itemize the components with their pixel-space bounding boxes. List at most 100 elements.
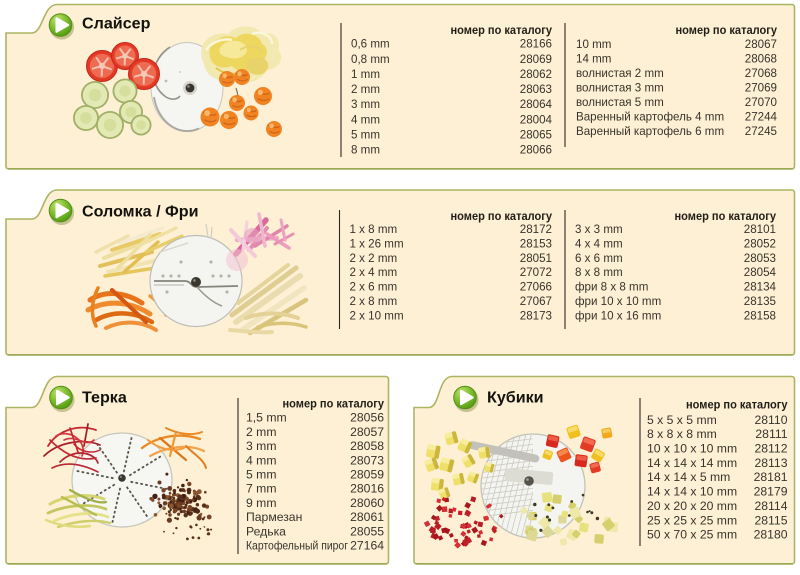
svg-text:волнистая 3 mm: волнистая 3 mm bbox=[576, 82, 664, 95]
svg-text:4 mm: 4 mm bbox=[351, 113, 380, 126]
svg-text:3 x 3 mm: 3 x 3 mm bbox=[575, 223, 623, 236]
svg-text:1,5 mm: 1,5 mm bbox=[246, 411, 287, 425]
svg-text:28179: 28179 bbox=[754, 485, 788, 499]
svg-text:28110: 28110 bbox=[755, 413, 788, 427]
svg-text:27245: 27245 bbox=[745, 125, 777, 138]
svg-text:28180: 28180 bbox=[754, 528, 788, 542]
svg-text:номер по каталогу: номер по каталогу bbox=[686, 398, 788, 412]
svg-text:28113: 28113 bbox=[755, 456, 788, 470]
svg-text:27164: 27164 bbox=[350, 539, 384, 553]
svg-text:волнистая 5 mm: волнистая 5 mm bbox=[576, 96, 664, 109]
svg-text:28111: 28111 bbox=[755, 427, 787, 441]
svg-text:28112: 28112 bbox=[755, 442, 788, 456]
svg-text:2 mm: 2 mm bbox=[351, 83, 380, 96]
svg-text:28067: 28067 bbox=[745, 38, 777, 51]
svg-text:28069: 28069 bbox=[520, 53, 552, 66]
svg-text:28181: 28181 bbox=[754, 470, 788, 484]
svg-text:28063: 28063 bbox=[520, 83, 552, 96]
svg-text:28115: 28115 bbox=[755, 513, 788, 527]
svg-text:Варенный картофель 6 mm: Варенный картофель 6 mm bbox=[576, 125, 724, 138]
svg-text:10 x 10 x 10 mm: 10 x 10 x 10 mm bbox=[647, 442, 737, 456]
svg-text:28073: 28073 bbox=[350, 453, 384, 467]
svg-text:27068: 27068 bbox=[745, 67, 777, 80]
svg-text:Пармезан: Пармезан bbox=[246, 510, 302, 524]
svg-text:2 x 2 mm: 2 x 2 mm bbox=[350, 252, 398, 265]
svg-text:6 x 6 mm: 6 x 6 mm bbox=[575, 252, 623, 265]
svg-text:2 x 6 mm: 2 x 6 mm bbox=[350, 281, 398, 294]
svg-text:28055: 28055 bbox=[350, 524, 384, 538]
svg-text:Соломка / Фри: Соломка / Фри bbox=[82, 203, 198, 221]
svg-text:28114: 28114 bbox=[755, 499, 788, 513]
svg-text:28058: 28058 bbox=[350, 439, 384, 453]
svg-text:28053: 28053 bbox=[744, 252, 776, 265]
svg-text:9 mm: 9 mm bbox=[246, 496, 276, 510]
svg-text:27066: 27066 bbox=[520, 281, 552, 294]
svg-text:Редька: Редька bbox=[246, 524, 286, 538]
svg-text:20 x 20 x 20 mm: 20 x 20 x 20 mm bbox=[647, 499, 737, 513]
svg-text:28016: 28016 bbox=[350, 482, 384, 496]
svg-text:8 x 8 x 8 mm: 8 x 8 x 8 mm bbox=[647, 427, 717, 441]
svg-text:номер по каталогу: номер по каталогу bbox=[451, 23, 553, 37]
svg-text:фри 10 x 16 mm: фри 10 x 16 mm bbox=[575, 309, 661, 322]
svg-text:28101: 28101 bbox=[744, 223, 776, 236]
svg-text:28172: 28172 bbox=[520, 223, 552, 236]
svg-text:0,6 mm: 0,6 mm bbox=[351, 38, 390, 51]
svg-text:1 x 8 mm: 1 x 8 mm bbox=[350, 223, 398, 236]
svg-text:8 x 8 mm: 8 x 8 mm bbox=[575, 266, 623, 279]
svg-text:2 x 10 mm: 2 x 10 mm bbox=[350, 309, 404, 322]
svg-text:28158: 28158 bbox=[744, 309, 776, 322]
svg-text:5 mm: 5 mm bbox=[246, 468, 276, 482]
svg-text:14 x 14 x 5 mm: 14 x 14 x 5 mm bbox=[647, 470, 730, 484]
svg-text:14 mm: 14 mm bbox=[576, 52, 611, 65]
svg-text:номер по каталогу: номер по каталогу bbox=[283, 396, 385, 410]
svg-text:28056: 28056 bbox=[350, 411, 384, 425]
svg-text:28061: 28061 bbox=[350, 510, 384, 524]
svg-text:14 x 14 x 14 mm: 14 x 14 x 14 mm bbox=[647, 456, 737, 470]
svg-text:8 mm: 8 mm bbox=[351, 144, 380, 157]
svg-text:номер по каталогу: номер по каталогу bbox=[676, 23, 778, 37]
svg-text:27070: 27070 bbox=[745, 96, 777, 109]
svg-text:3 mm: 3 mm bbox=[351, 98, 380, 111]
svg-text:волнистая 2 mm: волнистая 2 mm bbox=[576, 67, 664, 80]
svg-text:28065: 28065 bbox=[520, 129, 552, 142]
svg-text:2 x 4 mm: 2 x 4 mm bbox=[350, 266, 398, 279]
svg-text:28059: 28059 bbox=[350, 468, 384, 482]
svg-text:0,8 mm: 0,8 mm bbox=[351, 53, 390, 66]
svg-text:5 x 5 x 5 mm: 5 x 5 x 5 mm bbox=[647, 413, 717, 427]
svg-text:28135: 28135 bbox=[744, 295, 776, 308]
svg-text:27069: 27069 bbox=[745, 82, 777, 95]
svg-text:28051: 28051 bbox=[520, 252, 552, 265]
svg-text:27072: 27072 bbox=[520, 266, 552, 279]
svg-text:28134: 28134 bbox=[744, 281, 777, 294]
svg-text:Картофельный пирог: Картофельный пирог bbox=[246, 539, 348, 553]
svg-text:Слайсер: Слайсер bbox=[82, 15, 151, 33]
svg-text:Терка: Терка bbox=[82, 388, 128, 406]
svg-text:Кубики: Кубики bbox=[487, 388, 544, 406]
svg-text:14 x 14 x 10 mm: 14 x 14 x 10 mm bbox=[647, 485, 737, 499]
svg-text:28166: 28166 bbox=[520, 38, 552, 51]
svg-text:2 x 8 mm: 2 x 8 mm bbox=[350, 295, 398, 308]
svg-text:номер по каталогу: номер по каталогу bbox=[451, 209, 553, 223]
svg-text:1 x 26 mm: 1 x 26 mm bbox=[350, 238, 404, 251]
svg-text:Варенный картофель 4 mm: Варенный картофель 4 mm bbox=[576, 111, 724, 124]
svg-text:7 mm: 7 mm bbox=[246, 482, 276, 496]
svg-text:10 mm: 10 mm bbox=[576, 38, 611, 51]
svg-text:28062: 28062 bbox=[520, 68, 552, 81]
svg-text:1 mm: 1 mm bbox=[351, 68, 380, 81]
svg-text:4 mm: 4 mm bbox=[246, 453, 276, 467]
svg-text:4 x 4 mm: 4 x 4 mm bbox=[575, 238, 623, 251]
svg-text:50 x 70 x 25 mm: 50 x 70 x 25 mm bbox=[647, 528, 737, 542]
svg-text:28054: 28054 bbox=[744, 266, 777, 279]
svg-text:28066: 28066 bbox=[520, 144, 552, 157]
svg-text:3 mm: 3 mm bbox=[246, 439, 276, 453]
svg-text:фри 8 x 8 mm: фри 8 x 8 mm bbox=[575, 281, 648, 294]
svg-text:28057: 28057 bbox=[350, 425, 384, 439]
svg-text:фри 10 x 10 mm: фри 10 x 10 mm bbox=[575, 295, 661, 308]
svg-text:28064: 28064 bbox=[520, 98, 553, 111]
svg-text:27244: 27244 bbox=[745, 111, 778, 124]
svg-text:номер по каталогу: номер по каталогу bbox=[675, 209, 777, 223]
svg-text:28153: 28153 bbox=[520, 238, 552, 251]
svg-text:5 mm: 5 mm bbox=[351, 129, 380, 142]
svg-text:28068: 28068 bbox=[745, 52, 777, 65]
svg-text:28173: 28173 bbox=[520, 309, 552, 322]
